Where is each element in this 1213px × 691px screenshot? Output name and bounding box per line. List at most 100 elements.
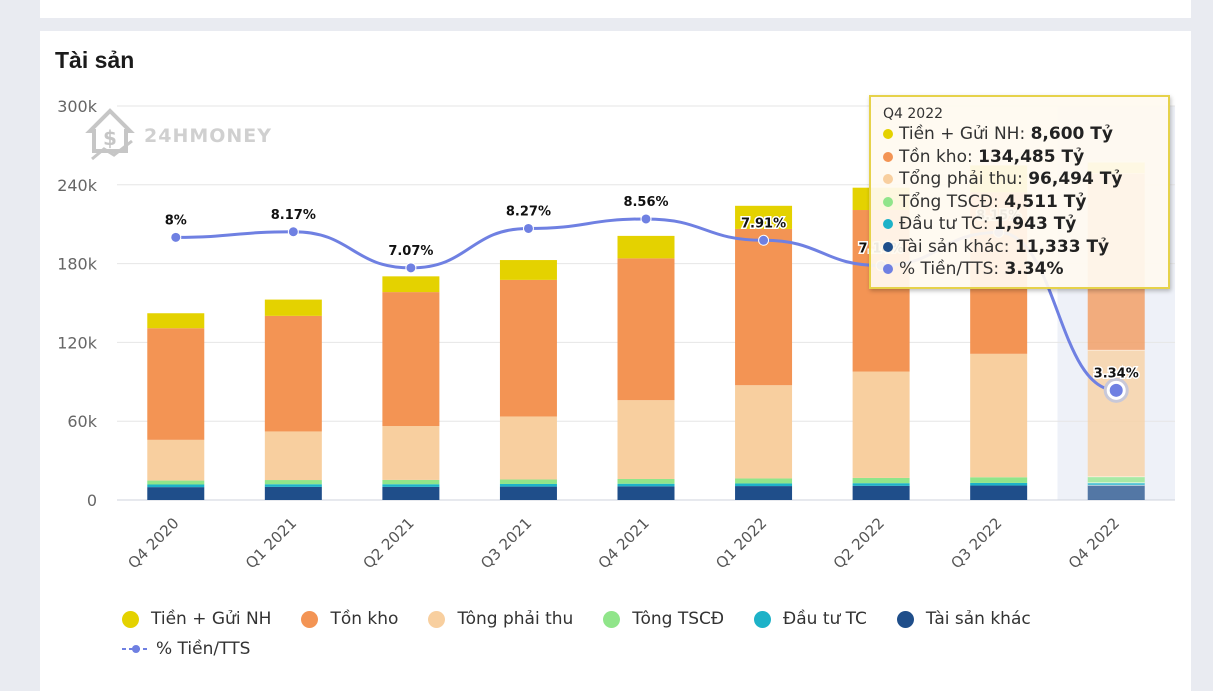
bar-segment-tonkho[interactable] — [147, 328, 205, 440]
y-tick-label: 120k — [57, 333, 98, 352]
bar-segment-tscd[interactable] — [735, 478, 793, 484]
pct-data-label: 7.07% — [388, 244, 433, 259]
y-tick-label: 240k — [57, 176, 98, 195]
bar-segment-tien[interactable] — [735, 205, 793, 229]
tooltip-value: 96,494 Tỷ — [1028, 169, 1123, 189]
bar-segment-khac[interactable] — [617, 486, 675, 500]
bar-segment-dautu[interactable] — [1087, 482, 1145, 486]
bar-segment-tien[interactable] — [499, 260, 557, 280]
bar-segment-tscd[interactable] — [970, 477, 1028, 483]
legend-item-phaithu[interactable]: Tông phải thu — [428, 604, 573, 634]
bar-segment-khac[interactable] — [852, 485, 910, 500]
bar-segment-tscd[interactable] — [382, 479, 440, 485]
bar-segment-tscd[interactable] — [852, 477, 910, 484]
tooltip-value: 8,600 Tỷ — [1030, 124, 1113, 144]
bar-segment-phaithu[interactable] — [1087, 349, 1145, 477]
pct-point[interactable] — [1108, 382, 1124, 398]
bar-segment-khac[interactable] — [264, 486, 322, 500]
pct-data-label: 8% — [165, 213, 187, 228]
svg-text:24HMONEY: 24HMONEY — [144, 125, 272, 147]
bar-segment-tonkho[interactable] — [499, 279, 557, 417]
pct-point[interactable] — [405, 262, 417, 274]
chart-tooltip: Q4 2022 Tiền + Gửi NH: 8,600 Tỷ Tồn kho: … — [869, 95, 1170, 289]
x-tick-label: Q4 2020 — [124, 514, 182, 572]
bar-segment-phaithu[interactable] — [970, 353, 1028, 478]
legend-swatch-icon — [428, 610, 446, 628]
x-tick-label: Q4 2021 — [595, 514, 653, 572]
tooltip-label: Tài sản khác: — [899, 236, 1015, 257]
bar-segment-tonkho[interactable] — [264, 315, 322, 432]
bar-segment-tscd[interactable] — [617, 478, 675, 484]
pct-point[interactable] — [640, 213, 652, 225]
bar-segment-phaithu[interactable] — [617, 400, 675, 479]
y-tick-label: 300k — [57, 97, 98, 116]
tooltip-value: 11,333 Tỷ — [1014, 236, 1110, 257]
bar-segment-dautu[interactable] — [735, 483, 793, 487]
bar-segment-tien[interactable] — [617, 235, 675, 259]
bar-segment-dautu[interactable] — [264, 484, 322, 487]
bar-segment-dautu[interactable] — [852, 483, 910, 486]
bar-segment-phaithu[interactable] — [147, 439, 205, 481]
x-tick-label: Q3 2022 — [947, 514, 1005, 572]
tooltip-row: Tài sản khác: 11,333 Tỷ — [883, 236, 1158, 259]
legend-item-tonkho[interactable]: Tồn kho — [301, 604, 398, 634]
legend-swatch-icon — [896, 610, 914, 628]
tooltip-row: Tiền + Gửi NH: 8,600 Tỷ — [883, 123, 1158, 146]
tooltip-row: Tồn kho: 134,485 Tỷ — [883, 146, 1158, 169]
bar-segment-phaithu[interactable] — [735, 385, 793, 479]
tooltip-label: % Tiền/TTS: — [899, 259, 1005, 279]
legend-label: Đầu tư TC — [783, 609, 867, 629]
bar-segment-tscd[interactable] — [499, 479, 557, 484]
svg-text:$: $ — [103, 126, 117, 150]
legend-item-dautu[interactable]: Đầu tư TC — [754, 604, 867, 634]
pct-point[interactable] — [522, 222, 534, 234]
series-dot-icon — [883, 129, 893, 139]
previous-card — [40, 0, 1191, 18]
pct-data-label: 7.91% — [741, 216, 786, 231]
bar-segment-tonkho[interactable] — [735, 228, 793, 386]
series-dot-icon — [883, 264, 893, 274]
watermark-logo: $24HMONEY — [85, 108, 272, 161]
legend-swatch-icon — [754, 610, 772, 628]
x-tick-label: Q4 2022 — [1065, 514, 1123, 572]
bar-segment-tien[interactable] — [382, 276, 440, 293]
legend-label: Tông TSCĐ — [632, 609, 725, 629]
bar-segment-dautu[interactable] — [382, 484, 440, 487]
pct-data-label: 3.34% — [1094, 366, 1139, 381]
bar-segment-tonkho[interactable] — [617, 258, 675, 401]
bar-segment-khac[interactable] — [970, 485, 1028, 500]
pct-data-label: 8.27% — [506, 204, 551, 219]
bar-segment-tonkho[interactable] — [382, 292, 440, 427]
bar-segment-phaithu[interactable] — [499, 416, 557, 480]
tooltip-label: Tổng phải thu: — [899, 169, 1029, 189]
series-dot-icon — [883, 151, 893, 162]
bar-segment-tscd[interactable] — [147, 480, 205, 485]
bar-segment-tien[interactable] — [264, 299, 322, 316]
tooltip-label: Tiền + Gửi NH: — [899, 124, 1031, 144]
bar-segment-khac[interactable] — [735, 486, 793, 500]
bar-segment-tscd[interactable] — [1087, 476, 1145, 483]
legend-item-khac[interactable]: Tài sản khác — [896, 604, 1031, 634]
pct-point[interactable] — [170, 231, 182, 243]
pct-point[interactable] — [287, 226, 299, 238]
bar-segment-khac[interactable] — [147, 487, 205, 500]
bar-segment-khac[interactable] — [1087, 485, 1145, 500]
bar-segment-phaithu[interactable] — [382, 426, 440, 480]
legend-item-tscd[interactable]: Tông TSCĐ — [603, 604, 724, 634]
bar-segment-khac[interactable] — [499, 486, 557, 500]
legend-label: % Tiền/TTS — [156, 639, 251, 659]
tooltip-value: 3.34% — [1004, 259, 1064, 279]
bar-segment-dautu[interactable] — [970, 482, 1028, 486]
bar-segment-dautu[interactable] — [617, 483, 675, 487]
bar-segment-phaithu[interactable] — [852, 371, 910, 478]
bar-segment-tscd[interactable] — [264, 480, 322, 485]
bar-segment-khac[interactable] — [382, 486, 440, 500]
chart-legend: Tiền + Gửi NH Tồn kho Tông phải thu Tông TS… — [122, 604, 1172, 664]
bar-segment-tien[interactable] — [147, 313, 205, 329]
pct-point[interactable] — [758, 234, 770, 246]
bar-segment-dautu[interactable] — [147, 484, 205, 488]
bar-segment-phaithu[interactable] — [264, 431, 322, 481]
legend-item-pct[interactable]: % Tiền/TTS — [122, 634, 250, 664]
legend-item-tien[interactable]: Tiền + Gửi NH — [122, 604, 271, 634]
bar-segment-dautu[interactable] — [499, 483, 557, 487]
